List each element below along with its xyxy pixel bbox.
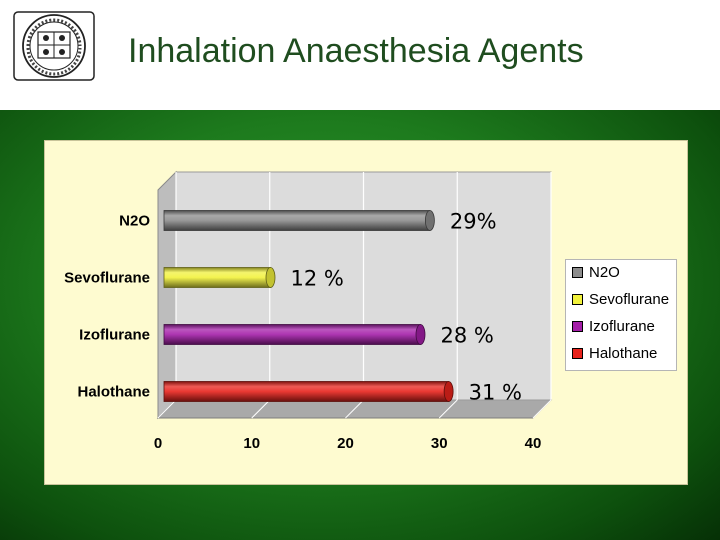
legend-item: Halothane xyxy=(572,343,657,363)
bar-n2o xyxy=(163,210,431,231)
legend-item: Izoflurane xyxy=(572,316,655,336)
legend-label: Sevoflurane xyxy=(589,290,670,308)
x-tick-label: 20 xyxy=(337,435,354,452)
legend-swatch xyxy=(572,266,583,278)
x-tick-label: 40 xyxy=(525,435,542,452)
legend-label: Halothane xyxy=(589,344,658,362)
legend-label: N2O xyxy=(589,263,620,281)
y-category-label: N2O xyxy=(119,213,150,230)
legend-swatch xyxy=(572,320,583,332)
bar-cap-izoflurane xyxy=(415,324,426,345)
bar-cap-n2o xyxy=(424,210,435,231)
x-tick-label: 0 xyxy=(154,435,162,452)
data-label: 29% xyxy=(450,210,497,234)
y-category-label: Sevoflurane xyxy=(64,270,150,287)
legend-swatch xyxy=(572,347,583,359)
slide-header: Inhalation Anaesthesia Agents xyxy=(0,0,720,110)
slide-title: Inhalation Anaesthesia Agents xyxy=(128,32,584,70)
floor-gridline xyxy=(532,399,552,419)
floor-gridline xyxy=(251,399,271,419)
bar-izoflurane xyxy=(163,324,421,345)
floor-gridline xyxy=(157,399,177,419)
data-label: 12 % xyxy=(291,267,344,291)
bar-cap-halothane xyxy=(443,381,454,402)
y-category-label: Izoflurane xyxy=(79,327,150,344)
bar-halothane xyxy=(163,381,450,402)
legend-label: Izoflurane xyxy=(589,317,655,335)
data-label: 31 % xyxy=(469,381,522,405)
legend-swatch xyxy=(572,293,583,305)
floor-gridline xyxy=(438,399,458,419)
chart-legend: N2O Sevoflurane Izoflurane Halothane xyxy=(565,259,677,371)
legend-item: N2O xyxy=(572,262,620,282)
bar-sevoflurane xyxy=(163,267,271,288)
y-category-label: Halothane xyxy=(77,384,150,401)
legend-item: Sevoflurane xyxy=(572,289,669,309)
x-tick-label: 30 xyxy=(431,435,448,452)
data-label: 28 % xyxy=(441,324,494,348)
institution-seal-logo xyxy=(13,11,95,81)
floor-gridline xyxy=(345,399,364,419)
bar-cap-sevoflurane xyxy=(265,267,276,288)
x-tick-label: 10 xyxy=(243,435,260,452)
